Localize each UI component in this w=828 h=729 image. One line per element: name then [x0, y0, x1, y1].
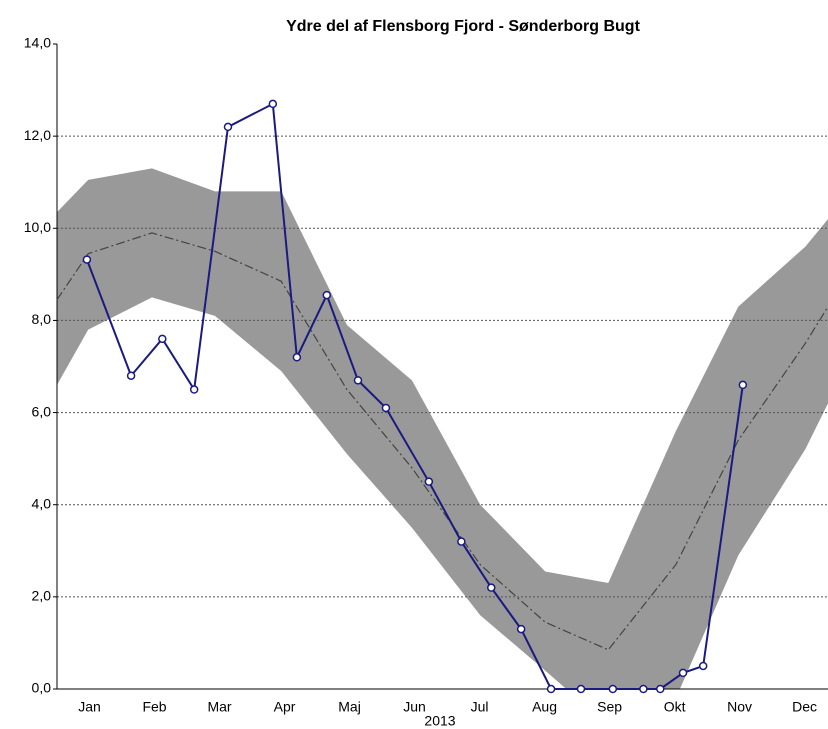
data-point	[639, 684, 648, 694]
data-point	[608, 684, 618, 694]
x-tick-label: Apr	[274, 699, 296, 715]
data-point	[292, 353, 302, 362]
data-point	[189, 385, 199, 394]
x-tick-label: Feb	[142, 699, 166, 715]
data-point	[576, 684, 586, 694]
data-point	[698, 661, 708, 671]
y-tick-label: 8,0	[32, 311, 52, 327]
y-tick-label: 14,0	[24, 35, 51, 51]
data-point	[322, 290, 332, 300]
x-tick-label: Dec	[792, 699, 817, 715]
x-tick-label: Okt	[664, 699, 686, 715]
data-point	[516, 624, 526, 634]
x-tick-label: Jan	[78, 699, 101, 715]
x-tick-label: Aug	[532, 699, 557, 715]
data-point	[158, 334, 167, 344]
data-point	[546, 684, 556, 694]
x-axis-label: 2013	[424, 713, 455, 729]
y-tick-label: 2,0	[32, 588, 52, 604]
y-tick-label: 10,0	[24, 219, 51, 235]
data-point	[457, 537, 466, 546]
mean-line	[56, 232, 828, 651]
range-band	[57, 168, 828, 689]
data-point	[223, 122, 233, 132]
data-line	[85, 102, 744, 690]
data-point	[424, 477, 434, 486]
x-tick-label: Jul	[471, 699, 489, 715]
chart-title: Ydre del af Flensborg Fjord - Sønderborg…	[286, 18, 640, 35]
x-tick-label: Maj	[338, 699, 361, 715]
y-tick-label: 6,0	[32, 403, 52, 419]
data-point	[353, 376, 363, 385]
data-point	[738, 380, 748, 390]
y-tick-label: 4,0	[32, 495, 52, 511]
x-tick-label: Jun	[403, 699, 426, 715]
data-point	[656, 684, 665, 694]
data-point	[678, 668, 688, 678]
x-tick-label: Nov	[727, 699, 752, 715]
x-tick-label: Sep	[597, 699, 622, 715]
data-point	[381, 403, 391, 413]
data-point	[82, 255, 92, 264]
data-point	[126, 371, 136, 380]
data-point	[487, 583, 496, 592]
y-tick-label: 12,0	[24, 127, 51, 143]
y-tick-label: 0,0	[32, 680, 52, 696]
data-point	[268, 99, 278, 109]
x-tick-label: Mar	[207, 699, 231, 715]
